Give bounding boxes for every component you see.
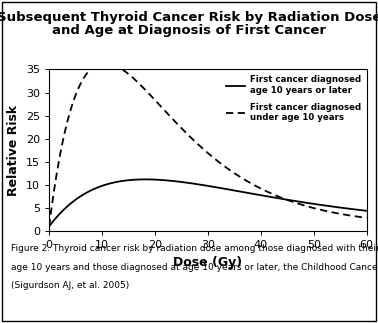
Text: (Sigurdson AJ, et al. 2005): (Sigurdson AJ, et al. 2005) [11,281,130,290]
Text: and Age at Diagnosis of First Cancer: and Age at Diagnosis of First Cancer [52,24,326,37]
Text: age 10 years and those diagnosed at age 10 years or later, the Childhood Cancer : age 10 years and those diagnosed at age … [11,263,378,272]
X-axis label: Dose (Gy): Dose (Gy) [174,255,242,268]
Y-axis label: Relative Risk: Relative Risk [8,105,20,196]
Legend: First cancer diagnosed
age 10 years or later, First cancer diagnosed
under age 1: First cancer diagnosed age 10 years or l… [225,74,363,124]
Text: Subsequent Thyroid Cancer Risk by Radiation Dose: Subsequent Thyroid Cancer Risk by Radiat… [0,11,378,24]
Text: Figure 2. Thyroid cancer risk by radiation dose among those diagnosed with their: Figure 2. Thyroid cancer risk by radiati… [11,244,378,253]
